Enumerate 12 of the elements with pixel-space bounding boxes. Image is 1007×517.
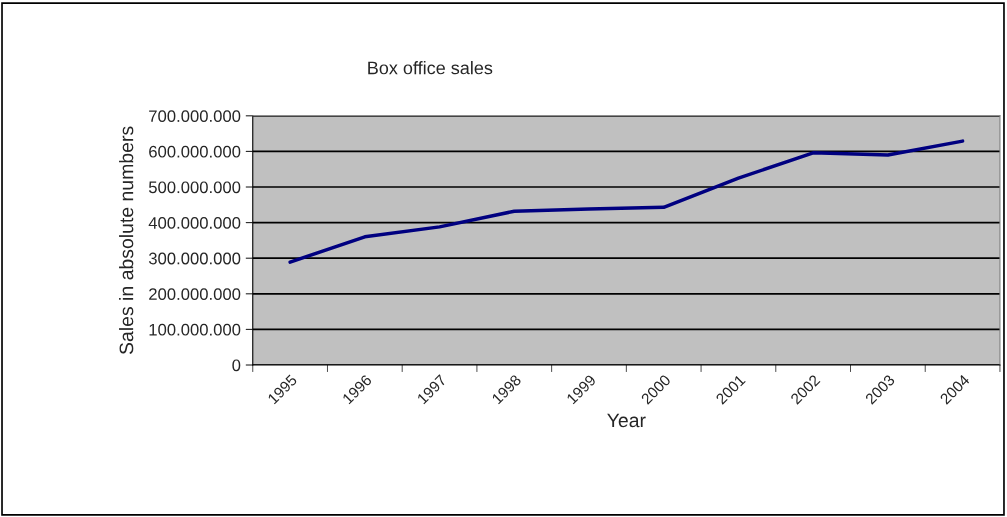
y-tick-label: 600.000.000: [149, 145, 241, 158]
line-series: [288, 139, 965, 264]
chart-title: Box office sales: [368, 61, 493, 75]
y-tick-label: 200.000.000: [149, 288, 241, 301]
y-tick-label: 0: [232, 359, 241, 372]
y-tick-label: 100.000.000: [149, 323, 241, 336]
y-axis-title: Sales in absolute numbers: [119, 126, 134, 355]
y-tick-label: 500.000.000: [148, 181, 241, 194]
y-tick-label: 700.000.000: [149, 110, 241, 123]
y-tick-label: 300.000.000: [148, 252, 241, 265]
y-tick-label: 400.000.000: [148, 217, 241, 229]
x-axis-title: Year: [607, 413, 646, 428]
